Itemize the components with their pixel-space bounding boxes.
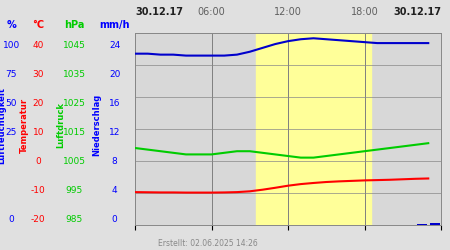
Text: 0: 0 xyxy=(9,216,14,224)
Text: 16: 16 xyxy=(109,99,121,108)
Text: 4: 4 xyxy=(112,186,117,195)
Bar xyxy=(430,223,440,225)
Text: 12: 12 xyxy=(109,128,121,137)
Text: 1035: 1035 xyxy=(63,70,86,79)
Bar xyxy=(417,224,427,225)
Text: 40: 40 xyxy=(32,40,44,50)
Text: -20: -20 xyxy=(31,216,45,224)
Text: Temperatur: Temperatur xyxy=(20,98,29,152)
Text: 1005: 1005 xyxy=(63,157,86,166)
Text: 24: 24 xyxy=(109,40,121,50)
Text: -10: -10 xyxy=(31,186,45,195)
Text: 25: 25 xyxy=(5,128,17,137)
Text: Luftdruck: Luftdruck xyxy=(56,102,65,148)
Text: 985: 985 xyxy=(66,216,83,224)
Text: 18:00: 18:00 xyxy=(351,7,378,17)
Text: 1045: 1045 xyxy=(63,40,86,50)
Text: 30.12.17: 30.12.17 xyxy=(135,7,183,17)
Text: 995: 995 xyxy=(66,186,83,195)
Text: Niederschlag: Niederschlag xyxy=(92,94,101,156)
Text: 30.12.17: 30.12.17 xyxy=(393,7,441,17)
Text: Erstellt: 02.06.2025 14:26: Erstellt: 02.06.2025 14:26 xyxy=(158,238,257,248)
Text: 12:00: 12:00 xyxy=(274,7,302,17)
Text: mm/h: mm/h xyxy=(99,20,130,30)
Text: 20: 20 xyxy=(109,70,121,79)
Text: Luftfeuchtigkeit: Luftfeuchtigkeit xyxy=(0,86,7,164)
Text: 0: 0 xyxy=(36,157,41,166)
Text: %: % xyxy=(6,20,16,30)
Text: 1025: 1025 xyxy=(63,99,86,108)
Text: 10: 10 xyxy=(32,128,44,137)
Text: 75: 75 xyxy=(5,70,17,79)
Text: 1015: 1015 xyxy=(63,128,86,137)
Text: hPa: hPa xyxy=(64,20,85,30)
Text: 8: 8 xyxy=(112,157,117,166)
Text: 20: 20 xyxy=(32,99,44,108)
Bar xyxy=(256,32,371,225)
Text: 06:00: 06:00 xyxy=(198,7,225,17)
Text: 30: 30 xyxy=(32,70,44,79)
Text: 100: 100 xyxy=(3,40,20,50)
Text: °C: °C xyxy=(32,20,44,30)
Text: 50: 50 xyxy=(5,99,17,108)
Text: 0: 0 xyxy=(112,216,117,224)
